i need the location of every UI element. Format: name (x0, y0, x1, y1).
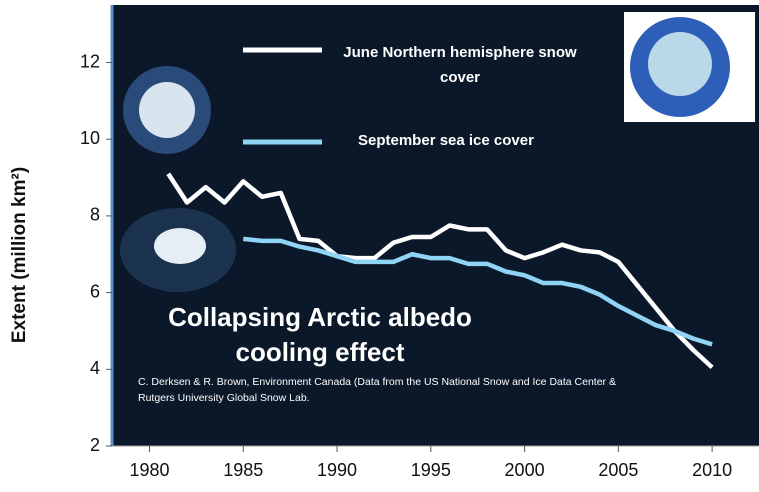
x-tick-label: 1990 (317, 460, 357, 480)
annotation-title: Collapsing Arctic albedo cooling effect (168, 302, 472, 367)
x-tick-label: 1980 (129, 460, 169, 480)
y-tick-label: 6 (90, 281, 100, 301)
x-tick-label: 1985 (223, 460, 263, 480)
y-tick-label: 8 (90, 205, 100, 225)
map-snow (648, 32, 712, 96)
series-line (243, 236, 713, 347)
y-tick-label: 12 (80, 51, 100, 71)
legend-label: June Northern hemisphere snow cover (343, 44, 577, 86)
x-tick-label: 2000 (505, 460, 545, 480)
x-tick-label: 1995 (411, 460, 451, 480)
y-tick-label: 2 (90, 435, 100, 455)
globe-ice (154, 228, 206, 264)
legend-label: September sea ice cover (358, 132, 534, 149)
y-tick-label: 10 (80, 128, 100, 148)
series-line (166, 172, 714, 370)
x-tick-label: 2010 (692, 460, 732, 480)
globe-snow (139, 82, 195, 138)
x-tick-label: 2005 (598, 460, 638, 480)
annotation-credit: C. Derksen & R. Brown, Environment Canad… (138, 376, 616, 404)
y-axis-label: Extent (million km²) (9, 167, 30, 343)
y-tick-label: 4 (90, 358, 100, 378)
